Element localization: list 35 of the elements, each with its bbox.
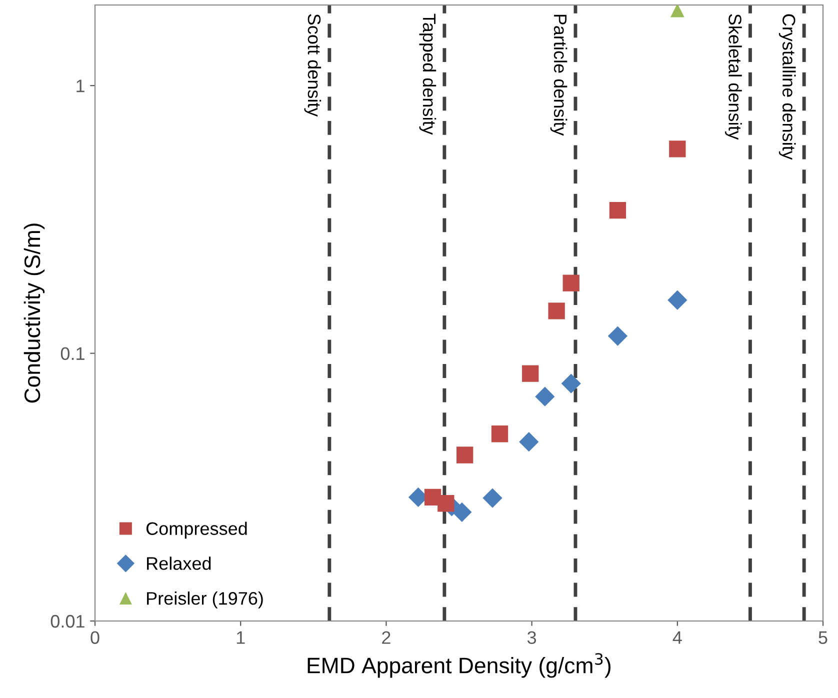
point — [668, 290, 688, 310]
y-tick-label: 0.01 — [50, 614, 84, 628]
x-tick-label: 4 — [672, 631, 682, 644]
x-tick-label: 1 — [236, 631, 245, 644]
point — [669, 140, 686, 158]
point — [535, 386, 555, 406]
point — [456, 446, 474, 464]
point — [608, 326, 628, 346]
point — [561, 374, 581, 394]
point — [609, 202, 626, 219]
x-tick-label: 3 — [527, 631, 536, 644]
legend-label: Preisler (1976) — [147, 592, 263, 608]
legend-label: Relaxed — [147, 556, 211, 570]
point — [452, 502, 472, 522]
x-tick-label: 5 — [818, 631, 828, 644]
ref-line-label: Crystalline density — [778, 14, 796, 160]
point — [670, 5, 684, 18]
point — [522, 365, 539, 382]
y-tick-label: 0.1 — [60, 347, 84, 360]
x-axis-title: EMD Apparent Density (g/cm$^{3}$) — [308, 653, 610, 678]
point — [519, 432, 539, 452]
ref-line-label: Particle density — [550, 14, 568, 136]
ref-line-label: Scott density — [304, 14, 322, 117]
x-tick-label: 0 — [90, 631, 100, 644]
point — [482, 488, 502, 508]
point — [491, 426, 508, 442]
point — [548, 302, 565, 320]
ref-line-label: Skeletal density — [725, 14, 742, 140]
y-tick-label: 1 — [76, 80, 84, 92]
point — [438, 495, 454, 512]
x-tick-label: 2 — [382, 631, 390, 644]
point — [562, 274, 580, 292]
legend-label: Compressed — [146, 522, 247, 539]
ref-line-label: Tapped density — [419, 14, 436, 135]
y-axis-title: Conductivity (S/m) — [24, 224, 45, 403]
